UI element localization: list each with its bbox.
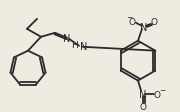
Text: H: H [71, 41, 78, 50]
Text: O: O [140, 102, 147, 111]
Text: N: N [140, 23, 148, 33]
Text: N: N [139, 90, 147, 100]
Text: −: − [159, 85, 165, 94]
Text: N: N [63, 33, 71, 43]
Text: N: N [80, 41, 87, 51]
Text: O: O [154, 90, 161, 99]
Text: O: O [150, 18, 158, 27]
Text: −: − [126, 13, 132, 22]
Text: O: O [129, 18, 136, 27]
